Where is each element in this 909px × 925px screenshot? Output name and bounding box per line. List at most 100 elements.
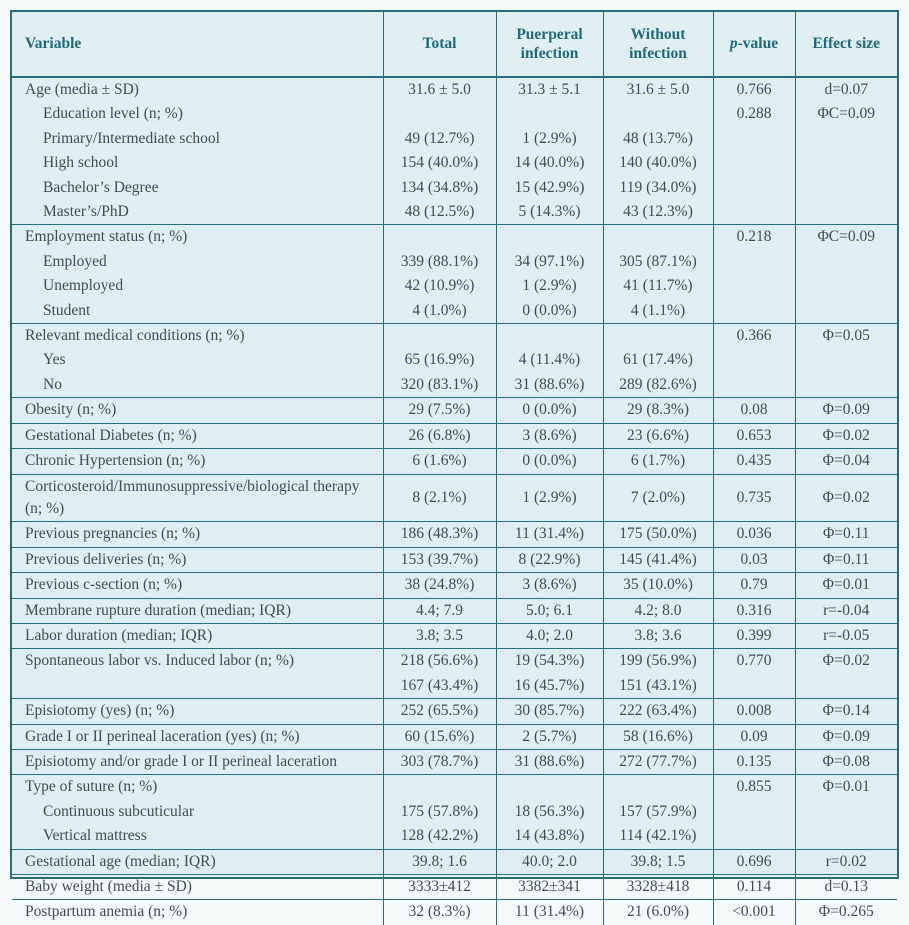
puerperal-cell: 11 (31.4%) — [495, 521, 603, 548]
without-cell: 114 (42.1%) — [602, 824, 713, 850]
variable-cell: Spontaneous labor vs. Induced labor (n; … — [12, 648, 383, 674]
column-header-effect-size: Effect size — [794, 12, 897, 78]
total-cell: 153 (39.7%) — [382, 546, 496, 573]
table-row: Vertical mattress 128 (42.2%) 14 (43.8%) 11… — [12, 824, 897, 850]
p-value-rest-part: -value — [737, 35, 779, 53]
p-value-cell: 0.735 — [712, 473, 795, 522]
table-row: Obesity (n; %) 29 (7.5%) 0 (0.0%) 29 (8.3%)… — [12, 397, 897, 424]
p-value-cell — [712, 175, 795, 201]
puerperal-cell: 4.0; 2.0 — [495, 622, 603, 649]
without-cell: 3328±418 — [602, 873, 713, 900]
effect-size-cell — [794, 348, 897, 373]
puerperal-cell: 30 (85.7%) — [495, 698, 603, 725]
variable-cell: Education level (n; %) — [43, 105, 183, 123]
table-row: Gestational Diabetes (n; %) 26 (6.8%) 3 (8… — [12, 422, 897, 449]
variable-cell: Gestational Diabetes (n; %) — [12, 422, 383, 449]
puerperal-cell: 2 (5.7%) — [495, 723, 603, 750]
without-cell: 222 (63.4%) — [602, 698, 713, 725]
p-value-cell: 0.79 — [712, 572, 795, 599]
puerperal-cell — [495, 323, 603, 349]
table-row: Education level (n; %) 0.288 ΦC=0.09 — [12, 102, 897, 127]
effect-size-cell: Φ=0.01 — [794, 774, 897, 800]
puerperal-cell: 14 (40.0%) — [495, 151, 603, 176]
puerperal-cell: 19 (54.3%) — [495, 648, 603, 674]
p-value-cell: 0.09 — [712, 723, 795, 750]
effect-size-cell: d=0.13 — [794, 873, 897, 900]
total-cell: 38 (24.8%) — [382, 572, 496, 599]
table-row: Gestational age (median; IQR) 39.8; 1.6 40… — [12, 848, 897, 875]
effect-size-cell — [794, 372, 897, 398]
total-cell — [382, 774, 496, 800]
table-row: Previous pregnancies (n; %) 186 (48.3%) 11… — [12, 521, 897, 548]
table-row: Employment status (n; %) 0.218 ΦC=0.09 — [12, 224, 897, 250]
effect-size-cell: Φ=0.14 — [794, 698, 897, 725]
effect-size-cell: Φ=0.09 — [794, 723, 897, 750]
variable-cell: No — [43, 375, 62, 393]
column-header-variable: Variable — [12, 12, 383, 78]
total-cell — [382, 224, 496, 250]
puerperal-cell: 4 (11.4%) — [495, 348, 603, 373]
table-row: Primary/Intermediate school 49 (12.7%) 1 (… — [12, 126, 897, 152]
table-row: Episiotomy (yes) (n; %) 252 (65.5%) 30 (85… — [12, 698, 897, 725]
variable-cell: Corticosteroid/Immunosuppressive/biologi… — [12, 473, 383, 522]
without-cell: 43 (12.3%) — [602, 200, 713, 225]
effect-size-cell — [794, 175, 897, 201]
p-value-cell: 0.366 — [712, 323, 795, 349]
puerperal-cell: 5 (14.3%) — [495, 200, 603, 225]
without-cell: 39.8; 1.5 — [602, 848, 713, 875]
table-row: High school 154 (40.0%) 14 (40.0%) 140 (40.… — [12, 151, 897, 176]
effect-size-cell: r=-0.04 — [794, 597, 897, 624]
without-cell — [602, 102, 713, 127]
without-cell: 140 (40.0%) — [602, 151, 713, 176]
without-cell: 175 (50.0%) — [602, 521, 713, 548]
total-cell: 128 (42.2%) — [382, 824, 496, 850]
variable-cell: Vertical mattress — [43, 827, 147, 845]
variable-cell: Bachelor’s Degree — [43, 178, 159, 196]
total-cell: 218 (56.6%) — [382, 648, 496, 674]
variable-cell: Previous c-section (n; %) — [12, 572, 383, 599]
variable-cell: Grade I or II perineal laceration (yes) … — [12, 723, 383, 750]
effect-size-cell — [794, 200, 897, 225]
total-cell: 48 (12.5%) — [382, 200, 496, 225]
variable-cell: Type of suture (n; %) — [12, 774, 383, 800]
effect-size-cell: Φ=0.02 — [794, 648, 897, 674]
puerperal-cell: 34 (97.1%) — [495, 249, 603, 275]
effect-size-cell: Φ=0.11 — [794, 521, 897, 548]
p-value-cell — [712, 824, 795, 850]
p-value-cell: 0.135 — [712, 748, 795, 775]
column-header-p-value: p-value — [712, 12, 795, 78]
total-cell: 3.8; 3.5 — [382, 622, 496, 649]
effect-size-cell — [794, 126, 897, 152]
p-value-italic-part: p — [729, 35, 738, 53]
effect-size-cell: Φ=0.265 — [794, 899, 897, 925]
total-cell: 31.6 ± 5.0 — [382, 77, 496, 103]
puerperal-cell: 31 (88.6%) — [495, 748, 603, 775]
puerperal-cell — [495, 102, 603, 127]
variable-cell: Master’s/PhD — [43, 203, 129, 221]
table-row: Spontaneous labor vs. Induced labor (n; … — [12, 648, 897, 674]
p-value-cell — [712, 799, 795, 825]
effect-size-cell: Φ=0.09 — [794, 397, 897, 424]
p-value-cell: 0.288 — [712, 102, 795, 127]
table-row: Unemployed 42 (10.9%) 1 (2.9%) 41 (11.7%) — [12, 274, 897, 299]
without-cell: 21 (6.0%) — [602, 899, 713, 925]
p-value-cell: 0.008 — [712, 698, 795, 725]
p-value-cell: 0.036 — [712, 521, 795, 548]
puerperal-cell: 0 (0.0%) — [495, 448, 603, 474]
variable-cell: Episiotomy (yes) (n; %) — [12, 698, 383, 725]
total-cell: 320 (83.1%) — [382, 372, 496, 398]
puerperal-cell: 15 (42.9%) — [495, 175, 603, 201]
p-value-cell: 0.435 — [712, 448, 795, 474]
table-row: Employed 339 (88.1%) 34 (97.1%) 305 (87.1%) — [12, 249, 897, 275]
p-value-cell: 0.114 — [712, 873, 795, 900]
puerperal-cell: 18 (56.3%) — [495, 799, 603, 825]
without-cell: 199 (56.9%) — [602, 648, 713, 674]
table-row: Membrane rupture duration (median; IQR) 4… — [12, 597, 897, 624]
effect-size-cell: ΦC=0.09 — [794, 224, 897, 250]
effect-size-cell: Φ=0.02 — [794, 422, 897, 449]
total-cell: 186 (48.3%) — [382, 521, 496, 548]
puerperal-cell: 3382±341 — [495, 873, 603, 900]
puerperal-cell: 14 (43.8%) — [495, 824, 603, 850]
total-cell: 154 (40.0%) — [382, 151, 496, 176]
table-row: Postpartum anemia (n; %) 32 (8.3%) 11 (31.… — [12, 899, 897, 925]
